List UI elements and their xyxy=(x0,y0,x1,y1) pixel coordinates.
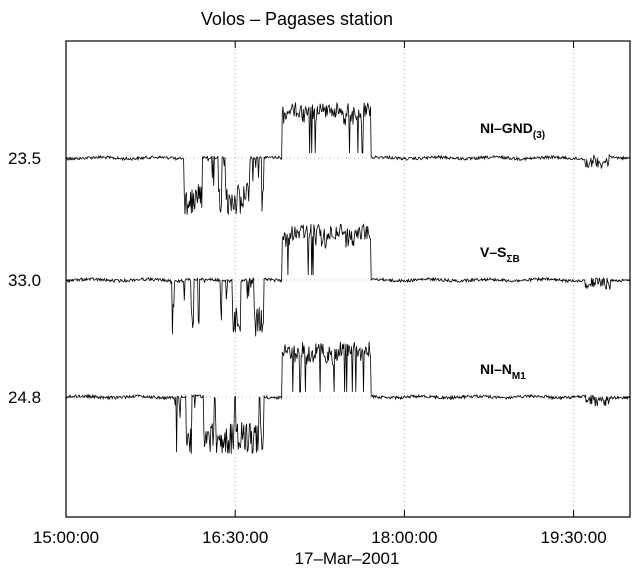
series-label: NI–NM1 xyxy=(480,361,526,382)
x-tick-label: 18:00:00 xyxy=(371,528,437,547)
series-line xyxy=(65,223,630,337)
grid xyxy=(66,41,630,517)
x-tick-label: 19:30:00 xyxy=(541,528,607,547)
series-line xyxy=(65,341,630,454)
x-tick-label: 15:00:00 xyxy=(33,528,99,547)
axis-ticks xyxy=(65,41,630,517)
series-line xyxy=(65,102,630,216)
y-tick-label: 23.5 xyxy=(8,149,41,168)
plot-frame xyxy=(65,40,631,518)
x-tick-labels: 15:00:00 16:30:00 18:00:00 19:30:00 xyxy=(33,528,607,547)
x-tick-label: 16:30:00 xyxy=(202,528,268,547)
traces xyxy=(65,102,630,454)
x-axis-label: 17–Mar–2001 xyxy=(295,549,400,568)
series-label: NI–GND(3) xyxy=(480,120,545,141)
chart-title: Volos – Pagases station xyxy=(201,9,393,29)
trace-labels: NI–GND(3) V–SΣB NI–NM1 xyxy=(480,120,545,382)
series-label: V–SΣB xyxy=(480,244,520,265)
y-tick-labels: 23.5 33.0 24.8 xyxy=(8,149,41,407)
y-tick-label: 33.0 xyxy=(8,271,41,290)
y-tick-label: 24.8 xyxy=(8,388,41,407)
